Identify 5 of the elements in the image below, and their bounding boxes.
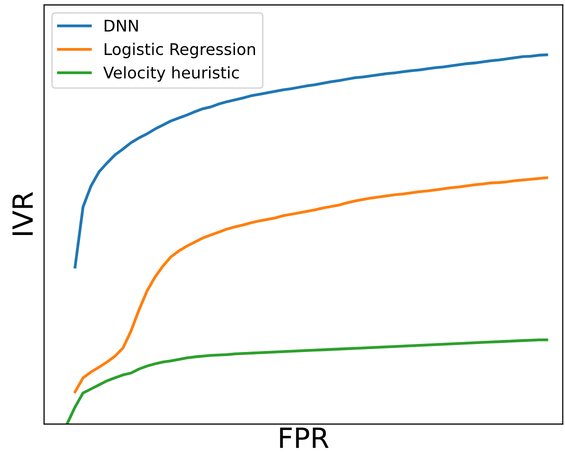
legend-label: Velocity heuristic	[103, 66, 239, 82]
x-axis-title: FPR	[280, 428, 329, 448]
legend-label: Logistic Regression	[104, 42, 256, 58]
legend-label: DNN	[104, 20, 138, 32]
y-axis-title: IVR	[12, 192, 33, 236]
